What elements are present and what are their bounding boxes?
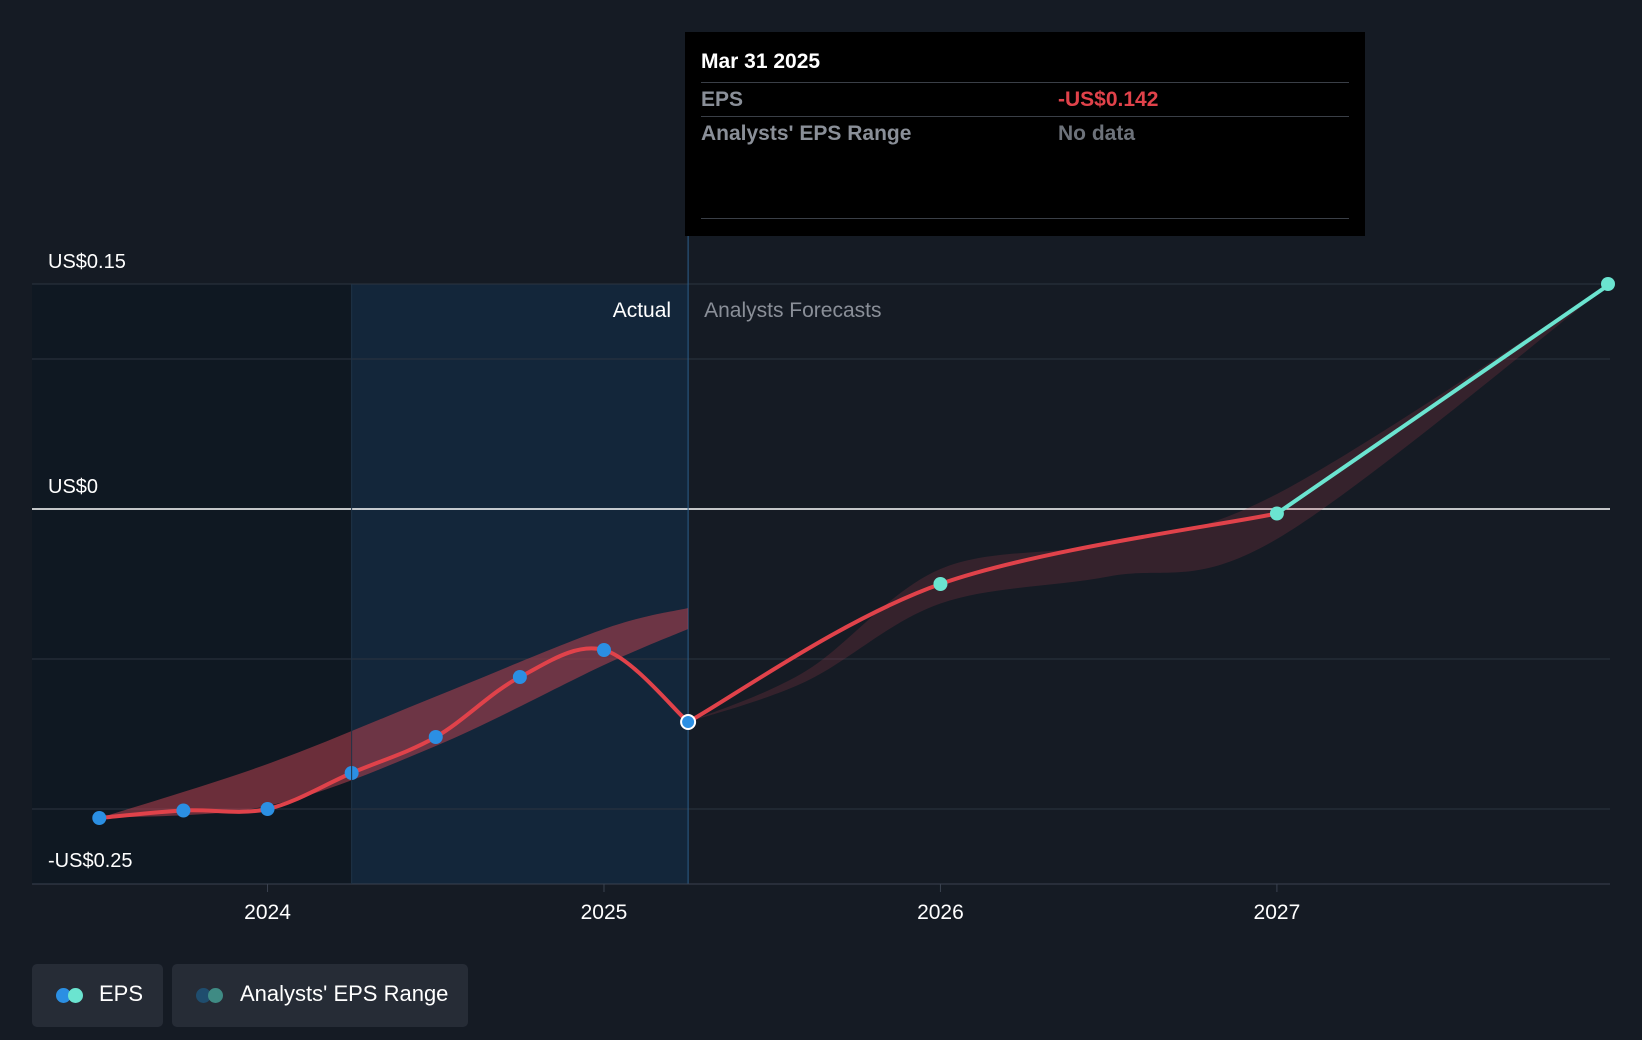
eps-forecast-point: [933, 577, 948, 591]
eps-forecast-point: [1269, 506, 1284, 521]
tooltip-range-value: No data: [1058, 122, 1136, 145]
actual-region-highlight: [351, 284, 689, 884]
eps-point: [260, 802, 275, 816]
range-forecast-dot-icon: [208, 988, 223, 1003]
tooltip-date: Mar 31 2025: [701, 50, 821, 73]
eps-point: [92, 811, 107, 825]
tooltip-eps-label: EPS: [701, 88, 744, 111]
y-tick-label: US$0: [48, 476, 98, 498]
legend-eps-button[interactable]: EPS: [32, 964, 163, 1027]
hover-tooltip: Mar 31 2025 EPS -US$0.142 Analysts' EPS …: [685, 32, 1365, 236]
eps-point: [512, 670, 527, 684]
legend-eps-label: EPS: [99, 981, 144, 1006]
forecast-eps-range-band: [688, 284, 1610, 722]
x-tick-label: 2026: [917, 901, 964, 924]
eps-forecast-positive-line: [1275, 282, 1612, 516]
x-tick-label: 2027: [1254, 901, 1301, 924]
forecast-section-label: Analysts Forecasts: [704, 299, 881, 322]
legend-range-button[interactable]: Analysts' EPS Range: [172, 964, 468, 1027]
x-tick-label: 2025: [581, 901, 628, 924]
y-tick-label: US$0.15: [48, 251, 126, 273]
y-tick-label: -US$0.25: [48, 850, 133, 872]
tooltip-eps-value: -US$0.142: [1058, 88, 1159, 111]
actual-section-label: Actual: [613, 299, 671, 322]
legend-range-label: Analysts' EPS Range: [240, 981, 449, 1006]
tooltip-eps-row: EPS -US$0.142: [701, 82, 1349, 117]
eps-forecast-point: [1601, 277, 1615, 291]
eps-point: [596, 643, 611, 657]
eps-point: [176, 803, 191, 818]
x-axis-labels: 2024 2025 2026 2027: [32, 883, 1610, 924]
y-axis-labels: US$0.15 US$0 -US$0.25: [48, 251, 133, 872]
x-tick-label: 2024: [244, 901, 291, 924]
tooltip-range-label: Analysts' EPS Range: [701, 122, 912, 145]
actual-eps-range-band: [99, 608, 689, 818]
eps-forecast-dot-icon: [68, 988, 83, 1003]
range-dot-icon: [196, 988, 211, 1003]
eps-point-current: [680, 714, 697, 730]
tooltip-range-row: Analysts' EPS Range No data: [701, 116, 1349, 151]
eps-dot-icon: [56, 988, 71, 1003]
eps-range-bands: [99, 284, 1610, 818]
tooltip-divider: [701, 218, 1349, 219]
eps-point: [428, 730, 443, 744]
